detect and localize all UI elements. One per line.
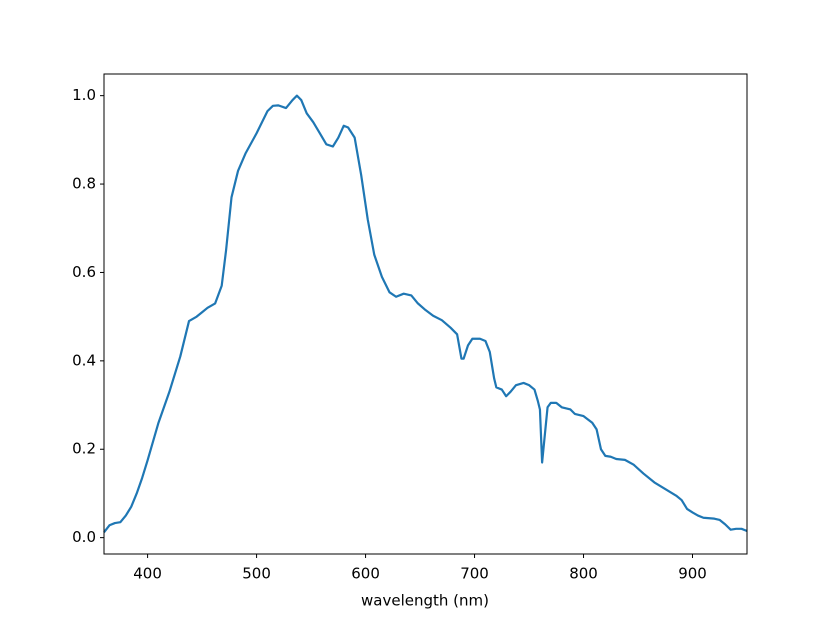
x-tick-label: 600 — [351, 565, 380, 583]
x-tick-label: 900 — [678, 565, 707, 583]
y-tick-label: 0.4 — [72, 351, 96, 369]
data-line — [103, 94, 748, 534]
y-tick-label: 0.8 — [72, 175, 96, 193]
x-tick-label: 700 — [460, 565, 489, 583]
plot-frame — [103, 73, 748, 555]
y-tick-label: 0.2 — [72, 440, 96, 458]
x-tick-label: 500 — [242, 565, 271, 583]
y-tick-label: 1.0 — [72, 86, 96, 104]
x-tick-label: 400 — [133, 565, 162, 583]
y-tick-label: 0.6 — [72, 263, 96, 281]
x-axis-label: wavelength (nm) — [361, 592, 489, 610]
x-tick-label: 800 — [569, 565, 598, 583]
y-tick-label: 0.0 — [72, 528, 96, 546]
